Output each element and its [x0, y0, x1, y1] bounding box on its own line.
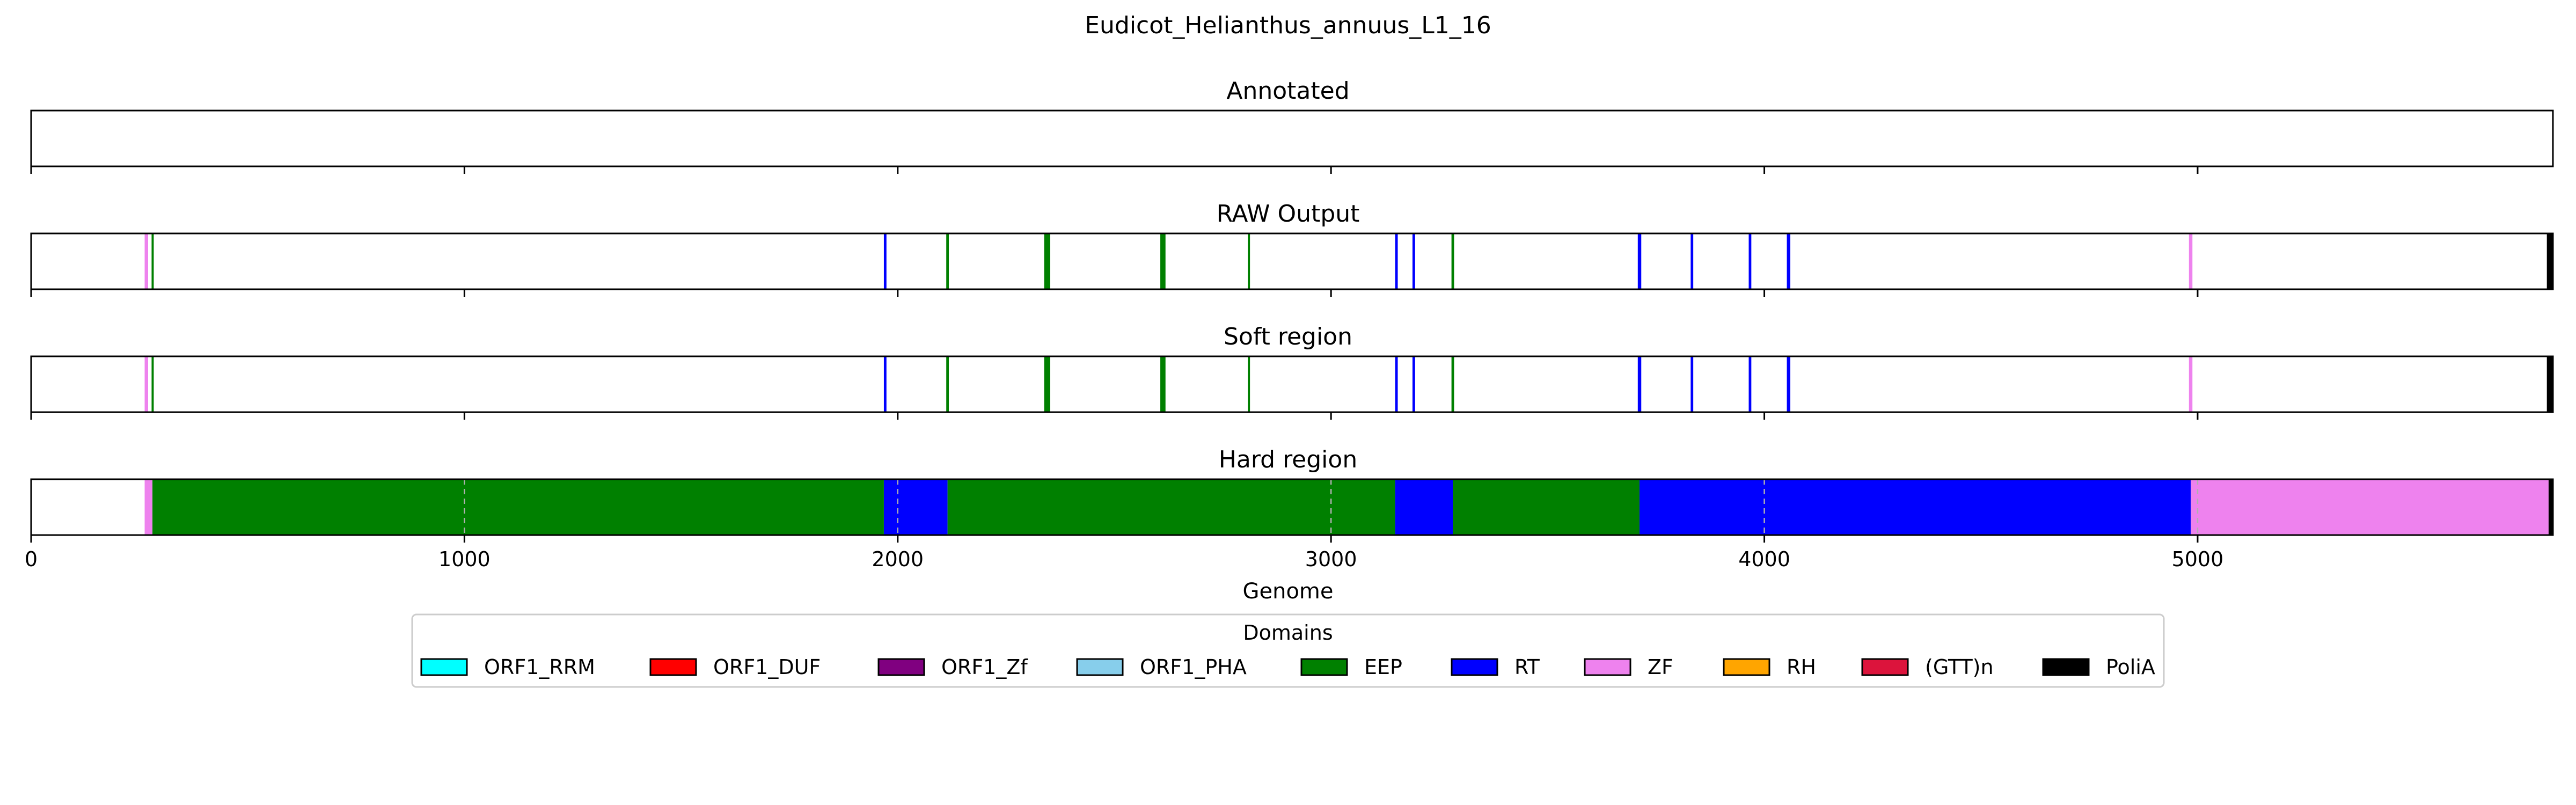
legend-swatch [1451, 658, 1498, 676]
legend-entry: ORF1_DUF [649, 655, 821, 679]
segment-rt [883, 479, 948, 535]
x-axis-ticks: 0 1000 2000 3000 4000 5000 [25, 547, 2223, 571]
segment-eep [152, 479, 884, 535]
legend-entry: ORF1_RRM [420, 655, 595, 679]
legend-entry: RT [1451, 655, 1540, 679]
panel-hard-region: Hard region [30, 446, 2554, 543]
segment-eep [1160, 233, 1166, 289]
x-tick-label: 3000 [1305, 547, 1357, 571]
legend: Domains ORF1_RRM ORF1_DUF ORF1_Zf ORF1_PHA E… [411, 613, 2165, 688]
panel-soft-region: Soft region [30, 323, 2554, 420]
segment-polia [2546, 233, 2553, 289]
panel-annotated: Annotated [30, 77, 2554, 174]
segment-rt [1748, 356, 1752, 412]
segment-rt [883, 233, 887, 289]
segment-eep [1451, 233, 1454, 289]
panels: Annotated RAW Output Soft region Hard regio… [30, 77, 2554, 543]
segment-zf [144, 233, 148, 289]
segment-eep [151, 356, 154, 412]
segment-polia [2548, 479, 2553, 535]
legend-swatch [2042, 658, 2090, 676]
legend-swatch [420, 658, 468, 676]
legend-swatch [1300, 658, 1348, 676]
panel-frame [30, 478, 2554, 536]
panel-title: RAW Output [1217, 200, 1360, 228]
panel-title: Soft region [1224, 323, 1352, 350]
legend-label: EEP [1364, 655, 1402, 679]
segment-rt [1412, 356, 1415, 412]
legend-swatch [1861, 658, 1909, 676]
segment-eep [1044, 356, 1050, 412]
legend-swatch [1076, 658, 1124, 676]
x-tick-label: 2000 [872, 547, 924, 571]
segment-polia [2546, 356, 2553, 412]
legend-entry: RH [1723, 655, 1816, 679]
segment-rt [1640, 479, 2191, 535]
x-axis-label: Genome [1242, 579, 1333, 604]
segment-eep [151, 233, 154, 289]
segment-rt [1787, 356, 1790, 412]
segment-eep [946, 356, 949, 412]
legend-entry: ORF1_PHA [1076, 655, 1247, 679]
segment-eep [947, 479, 1395, 535]
legend-entry: (GTT)n [1861, 655, 1994, 679]
segment-zf [2191, 479, 2549, 535]
legend-label: ZF [1648, 655, 1673, 679]
segment-zf [2189, 233, 2193, 289]
legend-swatch [1723, 658, 1770, 676]
segment-rt [1412, 233, 1415, 289]
segment-rt [1395, 233, 1398, 289]
segment-eep [1453, 479, 1640, 535]
segment-eep [1248, 233, 1250, 289]
panel-title: Annotated [1226, 77, 1349, 105]
legend-label: ORF1_DUF [713, 655, 821, 679]
x-tick-label: 4000 [1738, 547, 1790, 571]
segment-eep [1451, 356, 1454, 412]
segment-rt [1637, 233, 1642, 289]
x-tick-label: 5000 [2172, 547, 2224, 571]
segment-eep [1044, 233, 1050, 289]
segment-eep [946, 233, 949, 289]
legend-label: (GTT)n [1925, 655, 1994, 679]
legend-label: RH [1787, 655, 1816, 679]
legend-label: RT [1514, 655, 1540, 679]
segment-rt [1395, 479, 1453, 535]
legend-entry: ORF1_Zf [877, 655, 1028, 679]
segment-zf [2189, 356, 2193, 412]
panel-raw-output: RAW Output [30, 200, 2554, 297]
legend-label: ORF1_PHA [1140, 655, 1247, 679]
legend-swatch [877, 658, 925, 676]
segment-zf [144, 356, 148, 412]
segment-rt [1748, 233, 1752, 289]
legend-entry: PoliA [2042, 655, 2155, 679]
legend-entry: ZF [1584, 655, 1673, 679]
segment-zf [144, 479, 153, 535]
segment-eep [1248, 356, 1250, 412]
segment-rt [1690, 356, 1694, 412]
segment-rt [1637, 356, 1642, 412]
segment-rt [1787, 233, 1790, 289]
legend-label: ORF1_RRM [484, 655, 595, 679]
x-tick-label: 0 [25, 547, 38, 571]
legend-entry: EEP [1300, 655, 1402, 679]
legend-label: ORF1_Zf [941, 655, 1028, 679]
segment-rt [1395, 356, 1398, 412]
legend-swatch [649, 658, 697, 676]
segment-eep [1160, 356, 1166, 412]
segment-rt [883, 356, 887, 412]
legend-swatch [1584, 658, 1631, 676]
panel-frame [30, 232, 2554, 290]
panel-frame [30, 355, 2554, 413]
panel-title: Hard region [1219, 446, 1357, 473]
panel-frame [30, 109, 2554, 167]
legend-label: PoliA [2106, 655, 2155, 679]
chart-title: Eudicot_Helianthus_annuus_L1_16 [1085, 12, 1491, 39]
legend-entries: ORF1_RRM ORF1_DUF ORF1_Zf ORF1_PHA EEP RT ZF RH… [420, 655, 2155, 679]
segment-rt [1690, 233, 1694, 289]
x-tick-label: 1000 [438, 547, 491, 571]
legend-title: Domains [1243, 621, 1333, 645]
